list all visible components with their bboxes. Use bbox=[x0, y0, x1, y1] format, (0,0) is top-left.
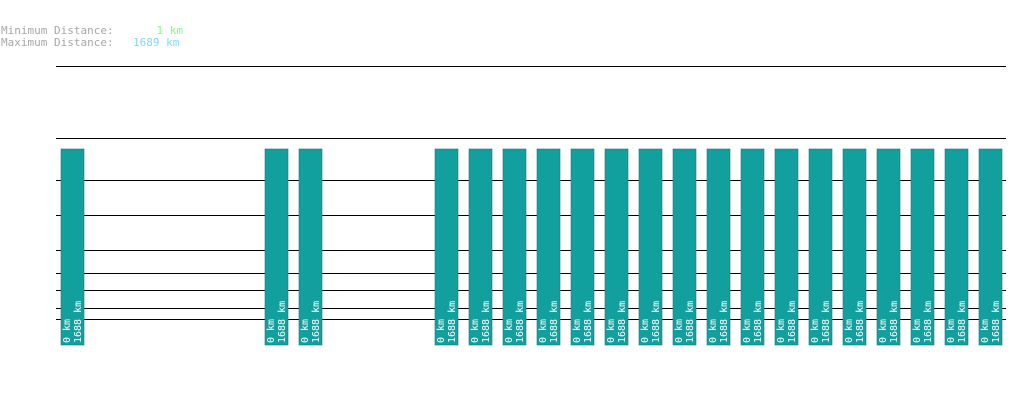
bar-max-label: 1688 km bbox=[889, 301, 900, 343]
bar-min-label: 0 km bbox=[300, 319, 311, 343]
bar-min-label: 0 km bbox=[878, 319, 889, 343]
bar-min-label: 0 km bbox=[62, 319, 73, 343]
bar-min-label: 0 km bbox=[708, 319, 719, 343]
bar bbox=[638, 148, 663, 346]
bar-group: 0 km 1688 km bbox=[468, 148, 493, 346]
bar-max-label: 1688 km bbox=[719, 301, 730, 343]
bar-max-label: 1688 km bbox=[957, 301, 968, 343]
bar-max-label: 1688 km bbox=[73, 301, 84, 343]
bar-max-label: 1688 km bbox=[855, 301, 866, 343]
bar-min-label: 0 km bbox=[436, 319, 447, 343]
chart-grid bbox=[56, 66, 1006, 320]
bar bbox=[740, 148, 765, 346]
max-distance-label: Maximum Distance: bbox=[1, 36, 114, 49]
bar-min-label: 0 km bbox=[606, 319, 617, 343]
bar-group: 0 km 1688 km bbox=[808, 148, 833, 346]
bar-group: 0 km 1688 km bbox=[672, 148, 697, 346]
bar-group: 0 km 1688 km bbox=[740, 148, 765, 346]
bar-max-label: 1688 km bbox=[617, 301, 628, 343]
bar bbox=[774, 148, 799, 346]
bar bbox=[876, 148, 901, 346]
bar-min-label: 0 km bbox=[946, 319, 957, 343]
bar bbox=[536, 148, 561, 346]
bar-max-label: 1688 km bbox=[481, 301, 492, 343]
bar-min-label: 0 km bbox=[980, 319, 991, 343]
bar-max-label: 1688 km bbox=[685, 301, 696, 343]
distance-legend: Minimum Distance: 1 km Maximum Distance: 1… bbox=[1, 25, 183, 49]
bar-group: 0 km 1688 km bbox=[570, 148, 595, 346]
bar bbox=[672, 148, 697, 346]
bar bbox=[978, 148, 1003, 346]
bar-group: 0 km 1688 km bbox=[842, 148, 867, 346]
bar bbox=[604, 148, 629, 346]
bar-group: 0 km 1688 km bbox=[638, 148, 663, 346]
bar-min-label: 0 km bbox=[504, 319, 515, 343]
bar bbox=[842, 148, 867, 346]
bar-max-label: 1688 km bbox=[311, 301, 322, 343]
bar-group: 0 km 1688 km bbox=[774, 148, 799, 346]
bar-group: 0 km 1688 km bbox=[264, 148, 289, 346]
bar-group: 0 km 1688 km bbox=[502, 148, 527, 346]
bar bbox=[434, 148, 459, 346]
bar bbox=[60, 148, 85, 346]
bar-group: 0 km 1688 km bbox=[434, 148, 459, 346]
bar-group: 0 km 1688 km bbox=[536, 148, 561, 346]
min-distance-label: Minimum Distance: bbox=[1, 24, 114, 37]
bar-group: 0 km 1688 km bbox=[910, 148, 935, 346]
bar-min-label: 0 km bbox=[538, 319, 549, 343]
min-distance-value: 1 km bbox=[156, 24, 184, 37]
bar bbox=[264, 148, 289, 346]
min-distance-row: Minimum Distance: 1 km bbox=[1, 25, 183, 37]
bar bbox=[570, 148, 595, 346]
bar-min-label: 0 km bbox=[640, 319, 651, 343]
bar-min-label: 0 km bbox=[742, 319, 753, 343]
bar-max-label: 1688 km bbox=[923, 301, 934, 343]
bar-group: 0 km 1688 km bbox=[60, 148, 85, 346]
bar-max-label: 1688 km bbox=[991, 301, 1002, 343]
bar-group: 0 km 1688 km bbox=[604, 148, 629, 346]
max-distance-row: Maximum Distance: 1689 km bbox=[1, 37, 183, 49]
bar-group: 0 km 1688 km bbox=[944, 148, 969, 346]
bar-min-label: 0 km bbox=[470, 319, 481, 343]
bar-max-label: 1688 km bbox=[753, 301, 764, 343]
bar-min-label: 0 km bbox=[266, 319, 277, 343]
bar-min-label: 0 km bbox=[810, 319, 821, 343]
bar-max-label: 1688 km bbox=[447, 301, 458, 343]
bar-group: 0 km 1688 km bbox=[298, 148, 323, 346]
bar-min-label: 0 km bbox=[674, 319, 685, 343]
bar-max-label: 1688 km bbox=[787, 301, 798, 343]
max-distance-value: 1689 km bbox=[133, 36, 180, 49]
bar-min-label: 0 km bbox=[844, 319, 855, 343]
bar-max-label: 1688 km bbox=[515, 301, 526, 343]
bar-max-label: 1688 km bbox=[549, 301, 560, 343]
bar bbox=[502, 148, 527, 346]
bar-max-label: 1688 km bbox=[821, 301, 832, 343]
bar-min-label: 0 km bbox=[776, 319, 787, 343]
bar bbox=[808, 148, 833, 346]
bar bbox=[944, 148, 969, 346]
bar-max-label: 1688 km bbox=[651, 301, 662, 343]
bar-group: 0 km 1688 km bbox=[876, 148, 901, 346]
bar bbox=[706, 148, 731, 346]
bar bbox=[298, 148, 323, 346]
bar-min-label: 0 km bbox=[912, 319, 923, 343]
bar bbox=[468, 148, 493, 346]
bar-group: 0 km 1688 km bbox=[706, 148, 731, 346]
bar-max-label: 1688 km bbox=[277, 301, 288, 343]
bar-min-label: 0 km bbox=[572, 319, 583, 343]
chart-bars: 0 km 1688 km 0 km 1688 km 0 km 1688 km 0 km 168… bbox=[60, 148, 1003, 346]
bar-max-label: 1688 km bbox=[583, 301, 594, 343]
bar-group: 0 km 1688 km bbox=[978, 148, 1003, 346]
bar bbox=[910, 148, 935, 346]
